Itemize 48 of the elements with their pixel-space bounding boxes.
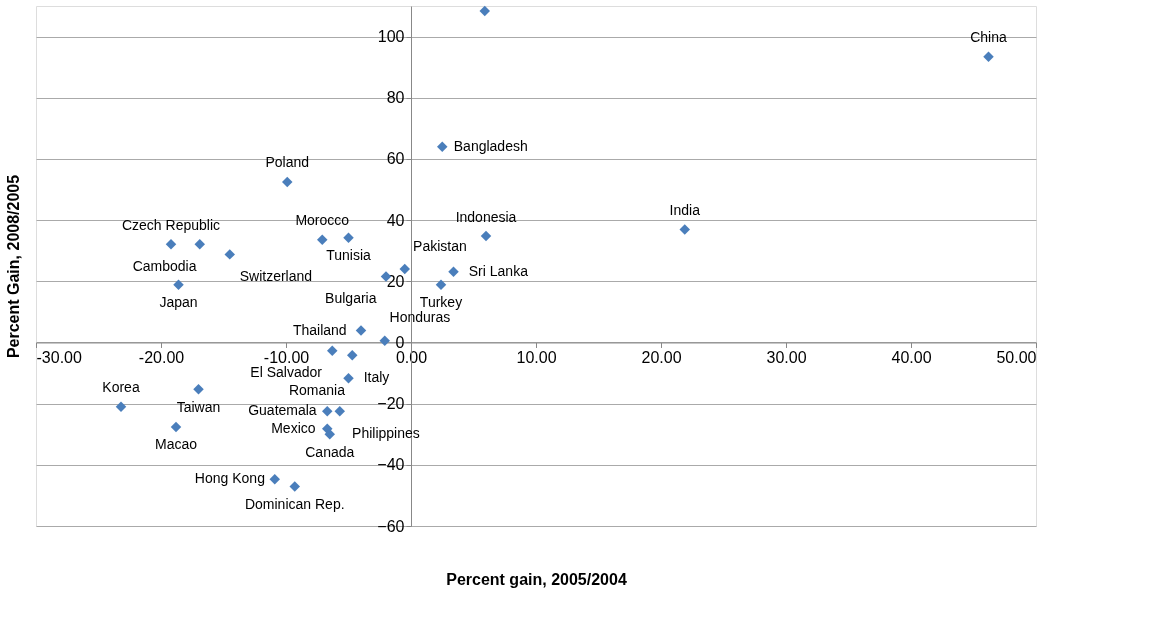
annotation: Pakistan xyxy=(413,237,467,254)
annotation: Dominican Rep. xyxy=(244,496,345,513)
x-tick-label: 10.00 xyxy=(516,348,557,366)
annotation: Guatemala xyxy=(248,402,317,419)
y-tick-label: 100 xyxy=(377,28,405,46)
y-tick-label: −60 xyxy=(377,517,405,535)
annotation: Mexico xyxy=(271,419,316,436)
annotation: Honduras xyxy=(389,309,451,326)
y-axis-title: Percent Gain, 2008/2005 xyxy=(4,174,22,359)
annotation: Bangladesh xyxy=(453,137,528,154)
x-tick-label: 40.00 xyxy=(891,348,932,366)
annotation: China xyxy=(970,29,1007,46)
annotation: Bulgaria xyxy=(325,289,377,306)
x-tick-label: -20.00 xyxy=(138,348,185,366)
annotation: Romania xyxy=(288,381,346,398)
annotation: Taiwan xyxy=(176,398,221,415)
annotation: Tunisia xyxy=(326,247,372,264)
y-tick-label: 40 xyxy=(386,211,405,229)
x-tick-label: 30.00 xyxy=(766,348,807,366)
annotation: Philippines xyxy=(352,424,420,441)
y-tick-label: 80 xyxy=(386,89,405,107)
annotation: Poland xyxy=(265,154,310,171)
y-tick-label: 20 xyxy=(386,272,405,290)
annotation: Czech Republic xyxy=(121,216,221,233)
annotation: India xyxy=(669,202,701,219)
x-tick-label: 20.00 xyxy=(641,348,682,366)
annotation: Canada xyxy=(305,443,355,460)
annotation: Morocco xyxy=(295,212,350,229)
annotation: Indonesia xyxy=(455,208,517,225)
y-tick-label: 0 xyxy=(395,333,405,351)
x-tick-label: 50.00 xyxy=(996,348,1037,366)
annotation: Korea xyxy=(102,379,140,396)
annotation: Thailand xyxy=(292,321,347,338)
annotation: Japan xyxy=(159,294,198,311)
x-tick-label: -10.00 xyxy=(263,348,310,366)
annotation: Cambodia xyxy=(132,257,197,274)
annotation: Turkey xyxy=(419,294,463,311)
annotation: Italy xyxy=(363,368,390,385)
annotation: Sri Lanka xyxy=(468,262,529,279)
x-axis-title: Percent gain, 2005/2004 xyxy=(446,570,627,588)
x-tick-label: -30.00 xyxy=(36,348,82,366)
y-tick-label: −40 xyxy=(377,456,405,474)
annotation: Hong Kong xyxy=(194,470,265,487)
y-tick-label: 60 xyxy=(386,150,405,168)
annotation: Switzerland xyxy=(239,267,313,284)
y-tick-label: −20 xyxy=(377,395,405,413)
annotation: El Salvador xyxy=(250,364,323,381)
annotation: Macao xyxy=(154,436,198,453)
